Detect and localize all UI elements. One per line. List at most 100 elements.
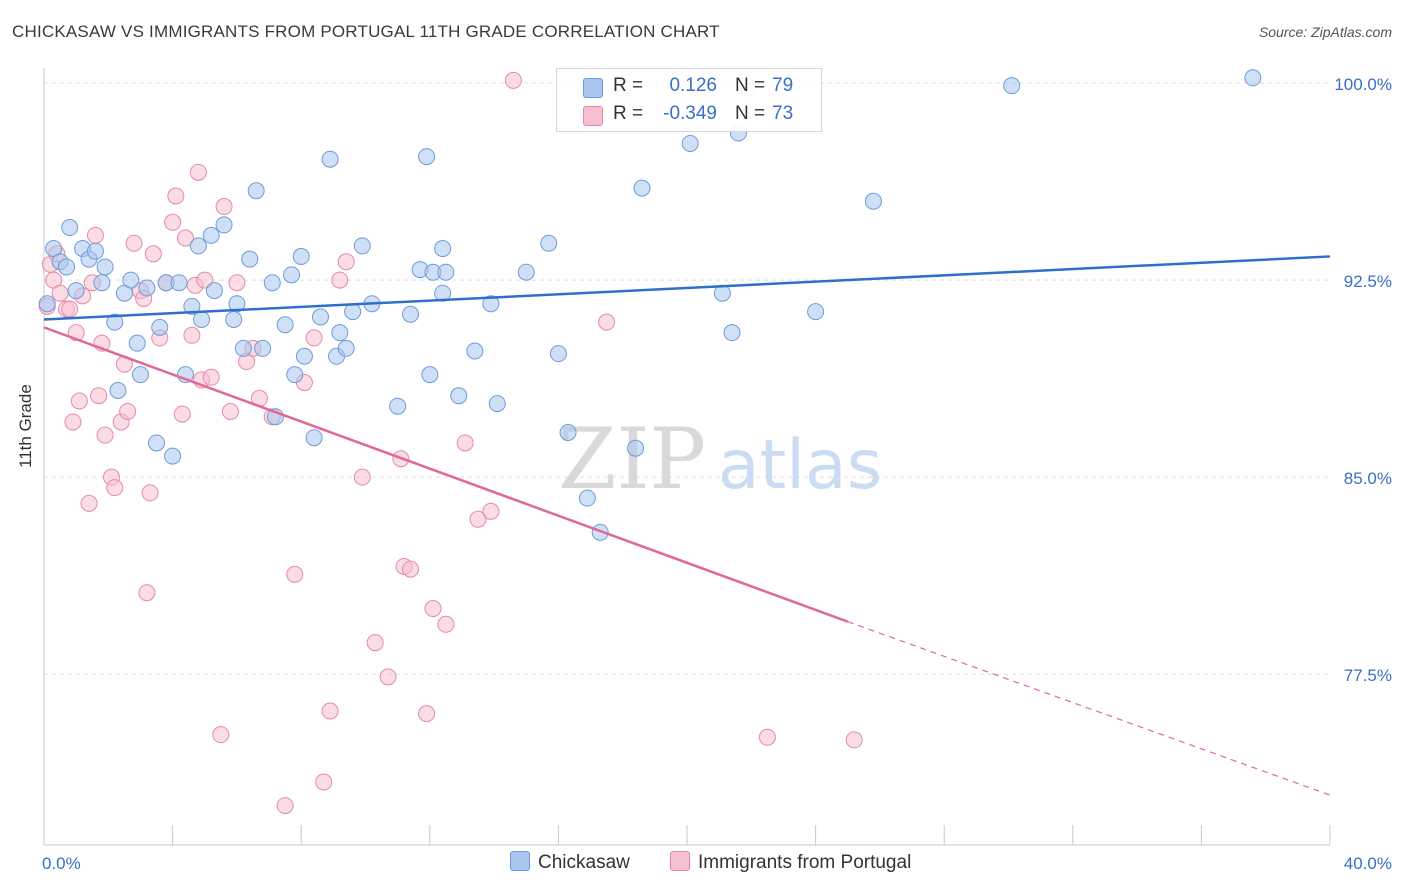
legend-row-portugal: R = -0.349 N = 73 bbox=[557, 101, 821, 129]
portugal-trendline bbox=[43, 326, 849, 623]
chickasaw-point bbox=[627, 439, 645, 457]
portugal-point bbox=[482, 502, 500, 520]
legend-row-chickasaw: R = 0.126 N = 79 bbox=[557, 73, 821, 101]
legend-label-portugal: Immigrants from Portugal bbox=[698, 852, 912, 873]
chickasaw-point bbox=[247, 182, 265, 200]
chickasaw-point bbox=[295, 347, 313, 365]
portugal-point bbox=[758, 728, 776, 746]
y-tick-label: 77.5% bbox=[1344, 666, 1392, 685]
chickasaw-point bbox=[189, 237, 207, 255]
portugal-point bbox=[70, 392, 88, 410]
chickasaw-trendline bbox=[43, 255, 1331, 321]
chickasaw-point bbox=[254, 339, 272, 357]
chickasaw-point bbox=[864, 192, 882, 210]
portugal-point bbox=[402, 560, 420, 578]
legend-swatch-chickasaw bbox=[510, 851, 530, 871]
chickasaw-point bbox=[466, 342, 484, 360]
portugal-point bbox=[321, 702, 339, 720]
legend-n-label: N = bbox=[735, 103, 766, 124]
portugal-point bbox=[276, 797, 294, 815]
portugal-point bbox=[212, 726, 230, 744]
portugal-point bbox=[96, 426, 114, 444]
chickasaw-point bbox=[205, 282, 223, 300]
chickasaw-point bbox=[67, 282, 85, 300]
chickasaw-point bbox=[193, 310, 211, 328]
chickasaw-point bbox=[131, 366, 149, 384]
chickasaw-point bbox=[482, 295, 500, 313]
chickasaw-point bbox=[170, 274, 188, 292]
chickasaw-point bbox=[225, 310, 243, 328]
x-tick-label: 0.0% bbox=[42, 854, 81, 873]
chickasaw-point bbox=[1003, 77, 1021, 95]
chickasaw-point bbox=[148, 434, 166, 452]
portugal-point bbox=[119, 402, 137, 420]
chickasaw-point bbox=[106, 313, 124, 331]
chickasaw-point bbox=[96, 258, 114, 276]
chickasaw-point bbox=[93, 274, 111, 292]
chickasaw-point bbox=[337, 339, 355, 357]
trend-lines bbox=[43, 255, 1331, 796]
legend-r-value-chickasaw: 0.126 bbox=[669, 75, 717, 96]
portugal-point bbox=[141, 484, 159, 502]
portugal-point bbox=[64, 413, 82, 431]
x-tick-label: 40.0% bbox=[1344, 854, 1392, 873]
portugal-point bbox=[202, 368, 220, 386]
chickasaw-point bbox=[540, 234, 558, 252]
tick-labels: 77.5% 85.0% 92.5% 100.0% 0.0% 40.0% bbox=[42, 75, 1392, 873]
chickasaw-point bbox=[305, 429, 323, 447]
chickasaw-point bbox=[517, 263, 535, 281]
legend-r-label: R = bbox=[613, 75, 644, 96]
chickasaw-point bbox=[263, 274, 281, 292]
legend-r-label: R = bbox=[613, 103, 644, 124]
chickasaw-point bbox=[286, 366, 304, 384]
chickasaw-point bbox=[344, 303, 362, 321]
legend-swatch-portugal bbox=[583, 106, 603, 126]
chickasaw-point bbox=[434, 284, 452, 302]
portugal-point bbox=[51, 284, 69, 302]
portugal-point bbox=[469, 510, 487, 528]
portugal-point bbox=[90, 387, 108, 405]
portugal-point bbox=[176, 229, 194, 247]
portugal-point bbox=[228, 274, 246, 292]
legend-item-portugal: Immigrants from Portugal bbox=[670, 851, 911, 874]
chickasaw-point bbox=[321, 150, 339, 168]
correlation-legend: R = 0.126 N = 79 R = -0.349 N = 73 bbox=[556, 68, 822, 132]
portugal-point bbox=[305, 329, 323, 347]
y-tick-label: 92.5% bbox=[1344, 272, 1392, 291]
chickasaw-point bbox=[164, 447, 182, 465]
portugal-point bbox=[286, 565, 304, 583]
portugal-point bbox=[418, 705, 436, 723]
chickasaw-point bbox=[723, 324, 741, 342]
chickasaw-point bbox=[331, 324, 349, 342]
chickasaw-point bbox=[58, 258, 76, 276]
chickasaw-point bbox=[241, 250, 259, 268]
portugal-point bbox=[196, 271, 214, 289]
portugal-point bbox=[353, 468, 371, 486]
source-label: Source: ZipAtlas.com bbox=[1258, 24, 1392, 40]
chickasaw-point bbox=[215, 216, 233, 234]
chickasaw-point bbox=[311, 308, 329, 326]
chickasaw-point bbox=[151, 318, 169, 336]
portugal-point bbox=[189, 163, 207, 181]
legend-n-label: N = bbox=[735, 75, 766, 96]
chickasaw-point bbox=[578, 489, 596, 507]
portugal-point bbox=[86, 226, 104, 244]
chickasaw-point bbox=[450, 387, 468, 405]
portugal-point bbox=[183, 326, 201, 344]
portugal-point bbox=[456, 434, 474, 452]
portugal-point bbox=[125, 234, 143, 252]
portugal-point bbox=[598, 313, 616, 331]
legend-label-chickasaw: Chickasaw bbox=[538, 852, 630, 873]
portugal-point bbox=[144, 245, 162, 263]
legend-swatch-portugal bbox=[670, 851, 690, 871]
chickasaw-point bbox=[559, 423, 577, 441]
portugal-point bbox=[504, 71, 522, 89]
chickasaw-point bbox=[633, 179, 651, 197]
chickasaw-point bbox=[488, 395, 506, 413]
legend-swatch-chickasaw bbox=[583, 78, 603, 98]
chickasaw-point bbox=[128, 334, 146, 352]
series-chickasaw-points bbox=[38, 69, 1262, 541]
chickasaw-point bbox=[418, 148, 436, 166]
portugal-point bbox=[379, 668, 397, 686]
portugal-point bbox=[61, 300, 79, 318]
